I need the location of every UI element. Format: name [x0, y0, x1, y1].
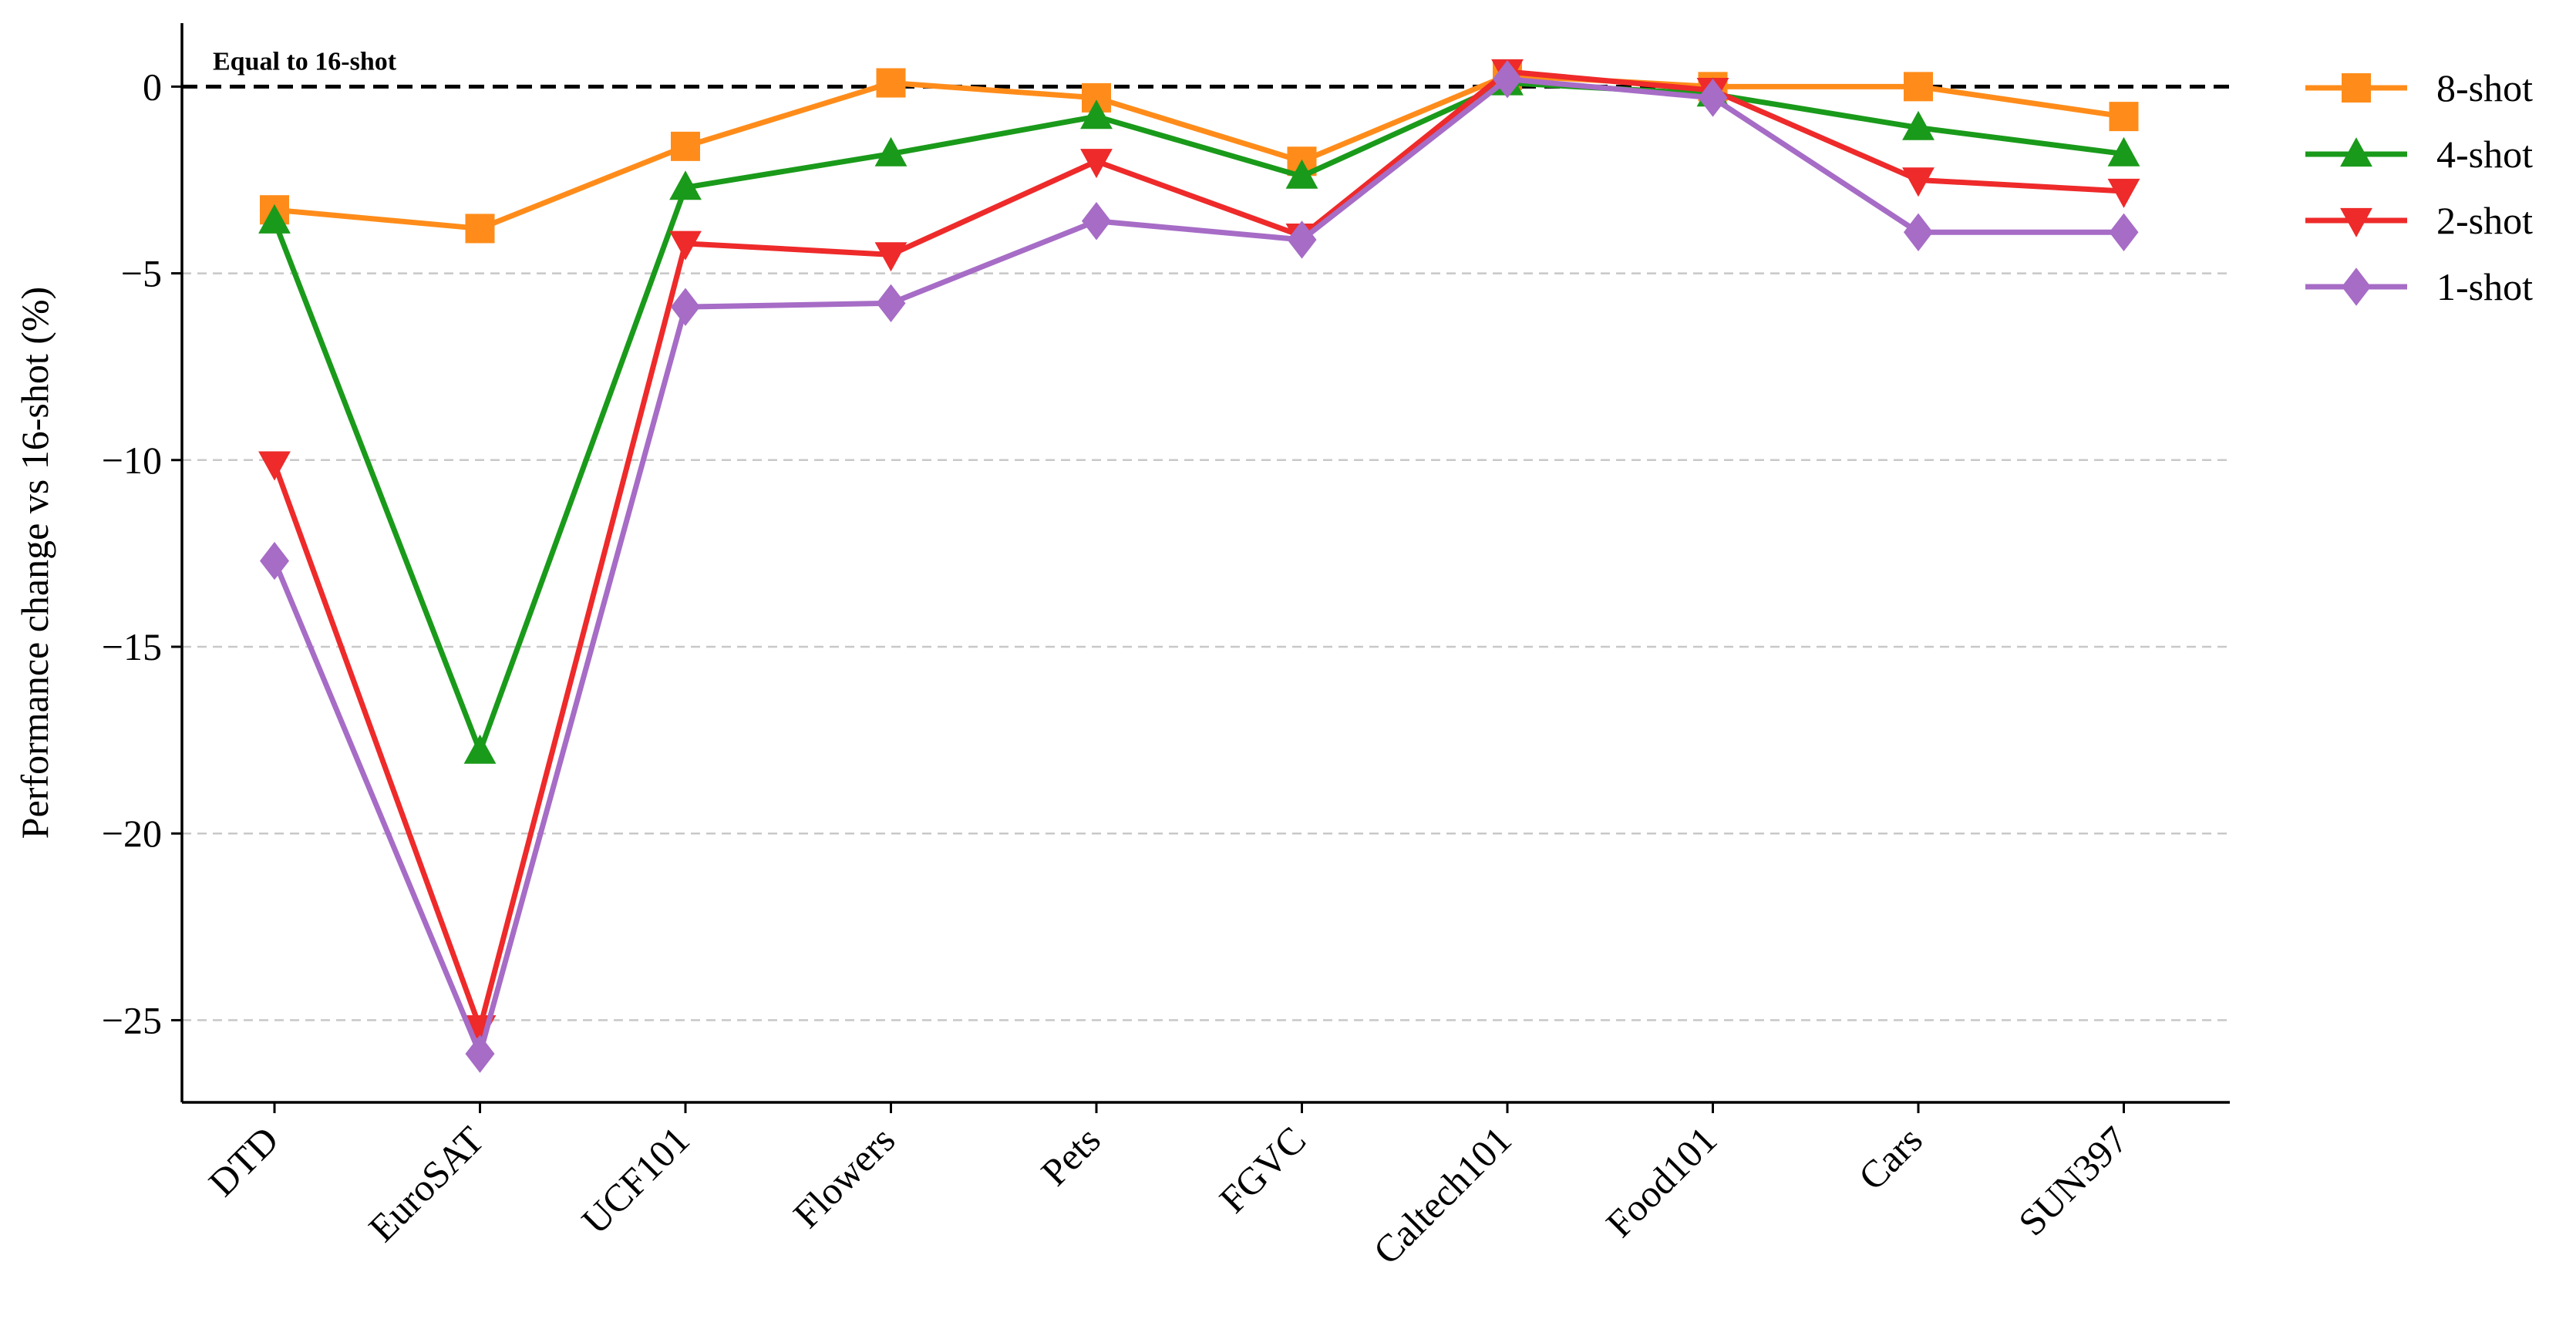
data-point-2-shot — [874, 242, 907, 272]
legend-label-2-shot: 2-shot — [2436, 199, 2533, 242]
data-point-1-shot — [260, 541, 289, 580]
data-point-4-shot — [874, 136, 907, 167]
legend-marker-4-shot — [2340, 137, 2372, 167]
data-point-1-shot — [671, 288, 700, 326]
legend-marker-2-shot — [2340, 207, 2372, 237]
y-tick-label: −10 — [102, 439, 162, 482]
x-tick-label: Cars — [1850, 1118, 1930, 1198]
data-point-2-shot — [1902, 167, 1935, 197]
legend-item-4-shot: 4-shot — [2305, 133, 2533, 176]
data-point-2-shot — [258, 451, 291, 481]
x-tick-label: UCF101 — [573, 1118, 697, 1242]
data-point-4-shot — [1902, 110, 1935, 140]
x-tick-label: Food101 — [1598, 1118, 1725, 1245]
grid-layer — [182, 272, 2230, 1021]
legend-label-8-shot: 8-shot — [2436, 66, 2533, 109]
x-tick-label: DTD — [200, 1118, 287, 1204]
data-point-4-shot — [1285, 159, 1318, 189]
y-tick-label: −5 — [121, 252, 162, 295]
legend-marker-8-shot — [2342, 73, 2371, 103]
reference-line-label: Equal to 16-shot — [213, 47, 397, 76]
data-point-2-shot — [669, 230, 702, 261]
x-tick-label: SUN397 — [2010, 1118, 2136, 1243]
y-tick-label: −25 — [102, 998, 162, 1041]
data-point-1-shot — [1698, 79, 1728, 117]
data-point-8-shot — [1904, 72, 1933, 102]
x-tick-label: Caltech101 — [1365, 1118, 1520, 1273]
data-point-1-shot — [2109, 213, 2139, 251]
series-1-shot — [260, 59, 2139, 1073]
x-tick-label: Flowers — [785, 1118, 904, 1236]
legend-item-2-shot: 2-shot — [2305, 199, 2533, 242]
data-point-4-shot — [1080, 99, 1113, 130]
data-point-4-shot — [463, 734, 497, 764]
legend-label-4-shot: 4-shot — [2436, 133, 2533, 176]
data-point-1-shot — [876, 284, 906, 323]
data-point-1-shot — [1287, 220, 1317, 259]
y-tick-label: −20 — [102, 812, 162, 855]
legend-item-1-shot: 1-shot — [2305, 265, 2533, 308]
series-line-1-shot — [271, 76, 2124, 1057]
series-4-shot — [258, 66, 2140, 764]
data-point-1-shot — [1904, 213, 1933, 251]
data-point-8-shot — [465, 214, 495, 244]
axes-layer: 0 −5 −10 −15 −20 −25 DTD EuroSAT UCF101 Flowers Pe… — [102, 23, 2230, 1273]
x-tick-label: EuroSAT — [360, 1118, 492, 1250]
data-point-2-shot — [1080, 149, 1113, 179]
legend-label-1-shot: 1-shot — [2436, 265, 2533, 308]
legend: 8-shot 4-shot 2-shot 1-shot — [2305, 66, 2533, 308]
data-point-4-shot — [669, 170, 702, 200]
series-layer — [258, 59, 2140, 1073]
series-line-2-shot — [271, 69, 2124, 1031]
data-point-1-shot — [465, 1035, 495, 1073]
data-point-8-shot — [671, 131, 700, 161]
data-point-1-shot — [1082, 202, 1111, 241]
series-line-8-shot — [274, 72, 2125, 231]
x-tick-label: Pets — [1032, 1118, 1109, 1194]
y-axis-title: Performance change vs 16-shot (%) — [13, 287, 56, 839]
data-point-8-shot — [876, 68, 906, 98]
series-line-4-shot — [271, 80, 2124, 755]
legend-marker-1-shot — [2342, 267, 2371, 306]
data-point-4-shot — [2107, 136, 2140, 167]
data-point-8-shot — [2109, 102, 2139, 132]
data-point-4-shot — [258, 204, 291, 234]
data-point-1-shot — [1493, 59, 1522, 99]
x-tick-label: FGVC — [1211, 1118, 1314, 1221]
y-tick-label: 0 — [143, 65, 162, 108]
y-tick-label: −15 — [102, 625, 162, 668]
legend-item-8-shot: 8-shot — [2305, 66, 2533, 109]
data-point-2-shot — [2107, 178, 2140, 208]
